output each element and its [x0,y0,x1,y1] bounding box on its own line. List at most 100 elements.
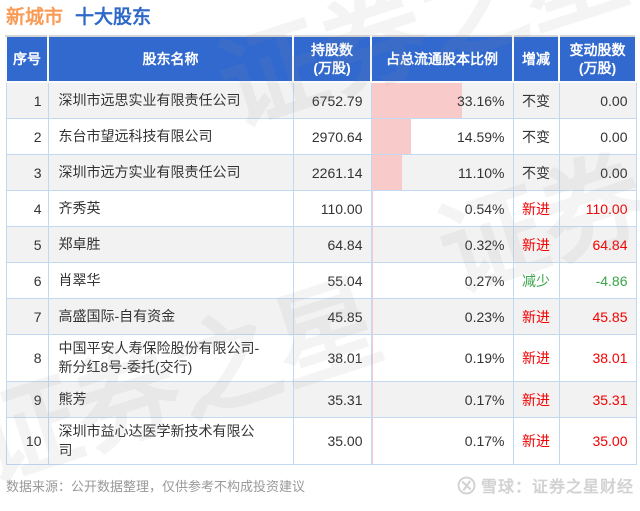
shareholder-name: 肖翠华 [47,262,294,299]
change-direction: 新进 [512,190,560,227]
stock-name: 新城市 [6,7,64,28]
table-row: 9 熊芳 35.31 0.17% 新进 35.31 [5,381,637,418]
percent-cell: 33.16% [370,81,514,119]
shares-held: 35.31 [292,381,372,418]
percent-bar [371,263,373,298]
change-shares: 64.84 [558,226,637,263]
col-header-shareholder-name: 股东名称 [47,35,294,83]
shares-held: 45.85 [292,298,372,335]
data-source-note: 数据来源：公开数据整理，仅供参考不构成投资建议 [6,478,306,494]
change-direction: 新进 [512,417,560,465]
percent-cell: 0.17% [370,417,514,465]
change-direction: 不变 [512,81,560,119]
percent-value: 33.16% [457,92,505,109]
xueqiu-circle-x-icon [457,476,476,494]
shares-held: 35.00 [292,417,372,465]
shareholder-name: 中国平安人寿保险股份有限公司-新分红8号-委托(交行) [47,334,294,382]
row-index: 5 [5,226,49,263]
row-index: 2 [5,118,49,155]
col-header-percent-of-float: 占总流通股本比例 [370,35,514,83]
shares-held: 6752.79 [292,81,372,119]
percent-cell: 14.59% [370,118,514,155]
percent-value: 0.17% [464,433,505,449]
footer: 数据来源：公开数据整理，仅供参考不构成投资建议 雪球：证券之星财经 [6,473,634,497]
shareholder-name: 深圳市远方实业有限责任公司 [47,154,294,191]
percent-cell: 0.19% [370,334,514,382]
col-header-index: 序号 [5,35,49,83]
col-header-change-shares: 变动股数 (万股) [558,35,637,83]
shares-held: 38.01 [292,334,372,382]
table-row: 7 高盛国际-自有资金 45.85 0.23% 新进 45.85 [5,298,637,335]
percent-cell: 0.17% [370,381,514,418]
shareholders-table: 序号 股东名称 持股数 (万股) 占总流通股本比例 增减 变动股数 (万股) 1 深… [5,35,637,465]
table-row: 1 深圳市远思实业有限责任公司 6752.79 33.16% 不变 0.00 [5,81,637,119]
col-header-shares-held: 持股数 (万股) [292,35,372,83]
row-index: 8 [5,334,49,382]
row-index: 1 [5,81,49,119]
percent-bar [371,83,462,118]
percent-cell: 11.10% [370,154,514,191]
change-direction: 减少 [512,262,560,299]
change-shares: 110.00 [558,190,637,227]
percent-value: 0.17% [464,391,505,408]
change-shares: 45.85 [558,298,637,335]
change-shares: 0.00 [558,154,637,191]
row-index: 4 [5,190,49,227]
row-index: 6 [5,262,49,299]
percent-cell: 0.32% [370,226,514,263]
percent-bar [371,382,372,417]
percent-value: 0.54% [464,200,505,217]
change-direction: 新进 [512,226,560,263]
row-index: 3 [5,154,49,191]
shareholder-name: 高盛国际-自有资金 [47,298,294,335]
header-row: 序号 股东名称 持股数 (万股) 占总流通股本比例 增减 变动股数 (万股) [5,35,637,83]
shareholder-name: 郑卓胜 [47,226,294,263]
percent-bar [371,299,373,334]
table-row: 10 深圳市益心达医学新技术有限公司 35.00 0.17% 新进 35.00 [5,417,637,465]
percent-bar [371,227,373,262]
percent-value: 0.23% [464,308,505,325]
table-row: 5 郑卓胜 64.84 0.32% 新进 64.84 [5,226,637,263]
shareholder-name: 深圳市益心达医学新技术有限公司 [47,417,294,465]
shareholder-name: 深圳市远思实业有限责任公司 [47,81,294,119]
shares-held: 110.00 [292,190,372,227]
percent-bar [371,418,372,464]
row-index: 9 [5,381,49,418]
change-shares: 38.01 [558,334,637,382]
percent-cell: 0.27% [370,262,514,299]
percent-cell: 0.54% [370,190,514,227]
change-direction: 不变 [512,118,560,155]
change-shares: -4.86 [558,262,637,299]
percent-value: 0.27% [464,272,505,289]
table-row: 4 齐秀英 110.00 0.54% 新进 110.00 [5,190,637,227]
change-shares: 0.00 [558,118,637,155]
change-shares: 35.31 [558,381,637,418]
shares-held: 2261.14 [292,154,372,191]
shareholder-name: 熊芳 [47,381,294,418]
col-header-change-direction: 增减 [512,35,560,83]
row-index: 7 [5,298,49,335]
change-direction: 新进 [512,334,560,382]
change-shares: 35.00 [558,417,637,465]
row-index: 10 [5,417,49,465]
percent-bar [371,191,373,226]
percent-value: 11.10% [458,164,505,181]
shares-held: 2970.64 [292,118,372,155]
shareholder-name: 齐秀英 [47,190,294,227]
change-direction: 新进 [512,298,560,335]
table-row: 3 深圳市远方实业有限责任公司 2261.14 11.10% 不变 0.00 [5,154,637,191]
shares-held: 64.84 [292,226,372,263]
shareholder-name: 东台市望远科技有限公司 [47,118,294,155]
title-suffix: 十大股东 [75,7,152,28]
table-row: 2 东台市望远科技有限公司 2970.64 14.59% 不变 0.00 [5,118,637,155]
shares-held: 55.04 [292,262,372,299]
percent-bar [371,335,372,381]
brand-text: 雪球：证券之星财经 [480,479,634,496]
percent-value: 14.59% [457,128,505,145]
percent-value: 0.32% [464,236,505,253]
change-shares: 0.00 [558,81,637,119]
percent-bar [371,119,412,154]
table-row: 8 中国平安人寿保险股份有限公司-新分红8号-委托(交行) 38.01 0.19… [5,334,637,382]
percent-bar [371,155,402,190]
table-row: 6 肖翠华 55.04 0.27% 减少 -4.86 [5,262,637,299]
